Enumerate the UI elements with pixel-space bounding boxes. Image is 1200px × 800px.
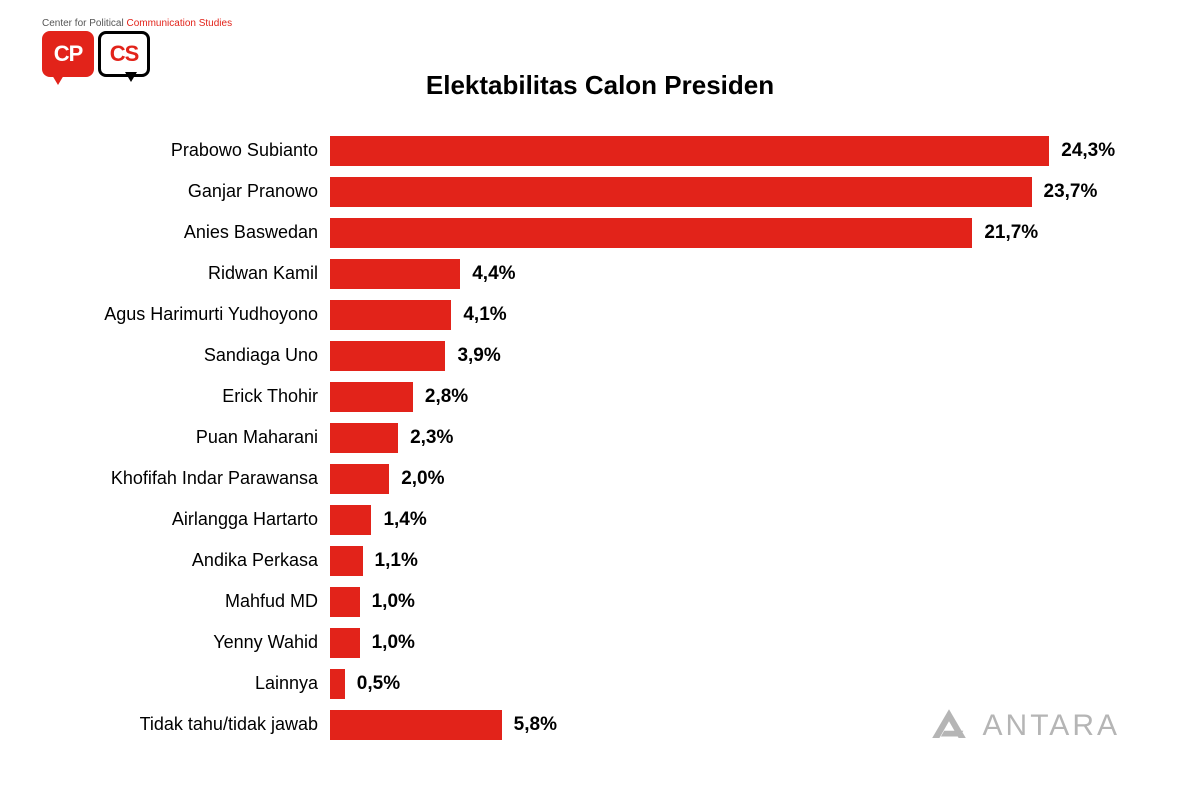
- bar-track: 21,7%: [330, 212, 1140, 253]
- bar-label: Agus Harimurti Yudhoyono: [60, 304, 330, 325]
- bar-value: 4,1%: [463, 304, 506, 326]
- logo-tagline-plain: Center for Political: [42, 18, 126, 29]
- chart-row: Yenny Wahid 1,0%: [60, 622, 1140, 663]
- bar-track: 3,9%: [330, 335, 1140, 376]
- bar-value: 0,5%: [357, 673, 400, 695]
- bar: [330, 628, 360, 658]
- bar: [330, 587, 360, 617]
- logo-tagline-red: Communication Studies: [126, 18, 232, 29]
- bar-value: 1,4%: [383, 509, 426, 531]
- bar-value: 1,1%: [375, 550, 418, 572]
- bar: [330, 423, 398, 453]
- bar: [330, 382, 413, 412]
- bar-value: 2,0%: [401, 468, 444, 490]
- bar-track: 4,4%: [330, 253, 1140, 294]
- logo-cs-text: CS: [110, 41, 139, 67]
- bar-track: 2,3%: [330, 417, 1140, 458]
- bar-label: Airlangga Hartarto: [60, 509, 330, 530]
- logo-cp-text: CP: [54, 41, 83, 67]
- chart-row: Ridwan Kamil 4,4%: [60, 253, 1140, 294]
- bar-label: Andika Perkasa: [60, 550, 330, 571]
- bar-label: Ridwan Kamil: [60, 263, 330, 284]
- bar-label: Anies Baswedan: [60, 222, 330, 243]
- chart-row: Prabowo Subianto 24,3%: [60, 130, 1140, 171]
- chart-title: Elektabilitas Calon Presiden: [0, 70, 1200, 101]
- chart-row: Airlangga Hartarto 1,4%: [60, 499, 1140, 540]
- bar-track: 1,1%: [330, 540, 1140, 581]
- bar-label: Mahfud MD: [60, 591, 330, 612]
- bar-label: Lainnya: [60, 673, 330, 694]
- bar-track: 4,1%: [330, 294, 1140, 335]
- bar-value: 24,3%: [1061, 140, 1115, 162]
- bar-track: 2,0%: [330, 458, 1140, 499]
- antara-logo-icon: [925, 702, 973, 750]
- bar-value: 1,0%: [372, 632, 415, 654]
- chart-row: Andika Perkasa 1,1%: [60, 540, 1140, 581]
- chart-row: Sandiaga Uno 3,9%: [60, 335, 1140, 376]
- logo: Center for Political Communication Studi…: [42, 18, 232, 77]
- bar-track: 0,5%: [330, 663, 1140, 704]
- bar: [330, 505, 371, 535]
- watermark: ANTARA: [925, 702, 1120, 750]
- bar: [330, 710, 502, 740]
- bar-label: Prabowo Subianto: [60, 140, 330, 161]
- chart-row: Khofifah Indar Parawansa 2,0%: [60, 458, 1140, 499]
- bar-value: 23,7%: [1044, 181, 1098, 203]
- bar-track: 24,3%: [330, 130, 1140, 171]
- bar-value: 4,4%: [472, 263, 515, 285]
- chart-row: Ganjar Pranowo 23,7%: [60, 171, 1140, 212]
- bar-value: 3,9%: [457, 345, 500, 367]
- bar-label: Puan Maharani: [60, 427, 330, 448]
- chart-row: Lainnya 0,5%: [60, 663, 1140, 704]
- bar: [330, 300, 451, 330]
- bar-label: Ganjar Pranowo: [60, 181, 330, 202]
- bar-track: 1,0%: [330, 622, 1140, 663]
- chart-row: Anies Baswedan 21,7%: [60, 212, 1140, 253]
- bar-label: Tidak tahu/tidak jawab: [60, 714, 330, 735]
- chart-row: Erick Thohir 2,8%: [60, 376, 1140, 417]
- bar-value: 1,0%: [372, 591, 415, 613]
- bar-label: Sandiaga Uno: [60, 345, 330, 366]
- bar-track: 1,0%: [330, 581, 1140, 622]
- logo-tagline: Center for Political Communication Studi…: [42, 18, 232, 29]
- bar-track: 2,8%: [330, 376, 1140, 417]
- bar-label: Khofifah Indar Parawansa: [60, 468, 330, 489]
- bar: [330, 136, 1049, 166]
- bar: [330, 341, 445, 371]
- bar: [330, 546, 363, 576]
- chart-row: Mahfud MD 1,0%: [60, 581, 1140, 622]
- bar-track: 23,7%: [330, 171, 1140, 212]
- bar-value: 5,8%: [514, 714, 557, 736]
- bar: [330, 218, 972, 248]
- bar: [330, 669, 345, 699]
- chart-row: Puan Maharani 2,3%: [60, 417, 1140, 458]
- bar: [330, 177, 1032, 207]
- bar: [330, 464, 389, 494]
- bar-chart: Prabowo Subianto 24,3% Ganjar Pranowo 23,7%…: [60, 130, 1140, 745]
- bar: [330, 259, 460, 289]
- chart-row: Agus Harimurti Yudhoyono 4,1%: [60, 294, 1140, 335]
- bar-value: 2,3%: [410, 427, 453, 449]
- bar-label: Yenny Wahid: [60, 632, 330, 653]
- bar-value: 21,7%: [984, 222, 1038, 244]
- bar-track: 1,4%: [330, 499, 1140, 540]
- watermark-text: ANTARA: [983, 709, 1120, 743]
- bar-label: Erick Thohir: [60, 386, 330, 407]
- bar-value: 2,8%: [425, 386, 468, 408]
